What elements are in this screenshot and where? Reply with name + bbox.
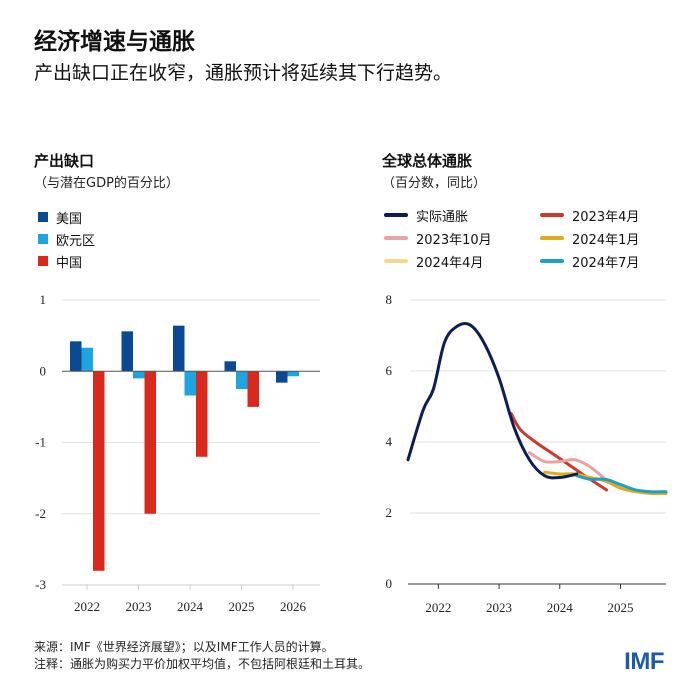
bar — [93, 371, 105, 571]
legend-label: 2024年7月 — [572, 255, 640, 271]
legend-swatch — [384, 259, 408, 263]
y-tick-label: 6 — [386, 363, 393, 378]
legend-item: 2023年10月 — [384, 228, 540, 248]
legend-label: 实际通胀 — [416, 209, 469, 225]
bar — [224, 361, 236, 372]
series-line — [575, 474, 668, 494]
series-line — [543, 470, 668, 496]
legend-label: 2024年4月 — [416, 255, 484, 271]
line-chart-title: 全球总体通胀 — [382, 152, 473, 170]
bar — [236, 371, 248, 390]
page-subtitle: 产出缺口正在收窄，通胀预计将延续其下行趋势。 — [34, 62, 453, 84]
legend-swatch — [38, 212, 48, 222]
page-title: 经济增速与通胀 — [34, 29, 195, 55]
line-legend: 实际通胀 2023年4月 2023年10月 2024年1月 2024年4月 2024年7月 — [384, 205, 684, 271]
bar-chart-subtitle: （与潜在GDP的百分比） — [34, 176, 179, 191]
bar — [70, 341, 82, 372]
legend-label: 美国 — [56, 211, 83, 227]
y-tick-label: -2 — [35, 506, 46, 521]
x-tick-label: 2023 — [486, 600, 512, 615]
legend-label: 欧元区 — [56, 233, 96, 249]
legend-label: 2023年10月 — [416, 232, 492, 248]
legend-swatch — [384, 236, 408, 240]
x-tick-label: 2025 — [229, 599, 255, 614]
y-tick-label: 0 — [40, 363, 47, 378]
legend-label: 2023年4月 — [572, 209, 640, 225]
bar — [196, 371, 208, 457]
bar — [184, 371, 196, 396]
series-line — [527, 451, 607, 481]
source-note: 来源：IMF《世界经济展望》；以及IMF工作人员的计算。 — [34, 640, 334, 654]
legend-item: 欧元区 — [38, 228, 95, 250]
legend-swatch — [540, 236, 564, 240]
y-tick-label: -1 — [35, 435, 46, 450]
legend-item: 2024年7月 — [540, 251, 684, 271]
bar — [144, 371, 156, 514]
legend-item: 中国 — [38, 250, 95, 272]
y-tick-label: 8 — [386, 292, 393, 307]
legend-item: 2024年4月 — [384, 251, 540, 271]
legend-label: 中国 — [56, 255, 83, 271]
legend-swatch — [38, 256, 48, 266]
bar — [276, 371, 288, 383]
legend-item: 实际通胀 — [384, 205, 540, 225]
legend-item: 美国 — [38, 206, 95, 228]
legend-swatch — [38, 234, 48, 244]
legend-label: 2024年1月 — [572, 232, 640, 248]
legend-swatch — [384, 213, 408, 217]
bar-legend: 美国 欧元区 中国 — [38, 206, 95, 272]
legend-item: 2023年4月 — [540, 205, 684, 225]
imf-logo: IMF — [624, 648, 664, 675]
legend-swatch — [540, 259, 564, 263]
footnote: 注释：通胀为购买力平价加权平均值，不包括阿根廷和土耳其。 — [34, 657, 371, 671]
bar — [133, 371, 145, 379]
bar-chart-title: 产出缺口 — [34, 152, 95, 170]
y-tick-label: 2 — [386, 505, 393, 520]
x-tick-label: 2024 — [547, 600, 574, 615]
bar — [81, 347, 93, 372]
bar — [173, 325, 185, 372]
y-tick-label: 1 — [40, 292, 47, 307]
legend-swatch — [540, 213, 564, 217]
x-tick-label: 2024 — [177, 599, 204, 614]
x-tick-label: 2026 — [280, 599, 307, 614]
bar — [121, 331, 133, 372]
bar — [287, 371, 299, 377]
bar — [247, 371, 259, 407]
legend-item: 2024年1月 — [540, 228, 684, 248]
x-tick-label: 2025 — [607, 600, 633, 615]
line-chart-subtitle: （百分数，同比） — [382, 176, 487, 191]
y-tick-label: 0 — [386, 576, 393, 591]
series-line — [406, 321, 579, 480]
x-tick-label: 2022 — [74, 599, 100, 614]
x-tick-label: 2023 — [126, 599, 152, 614]
y-tick-label: 4 — [386, 434, 393, 449]
y-tick-label: -3 — [35, 577, 46, 592]
x-tick-label: 2022 — [425, 600, 451, 615]
